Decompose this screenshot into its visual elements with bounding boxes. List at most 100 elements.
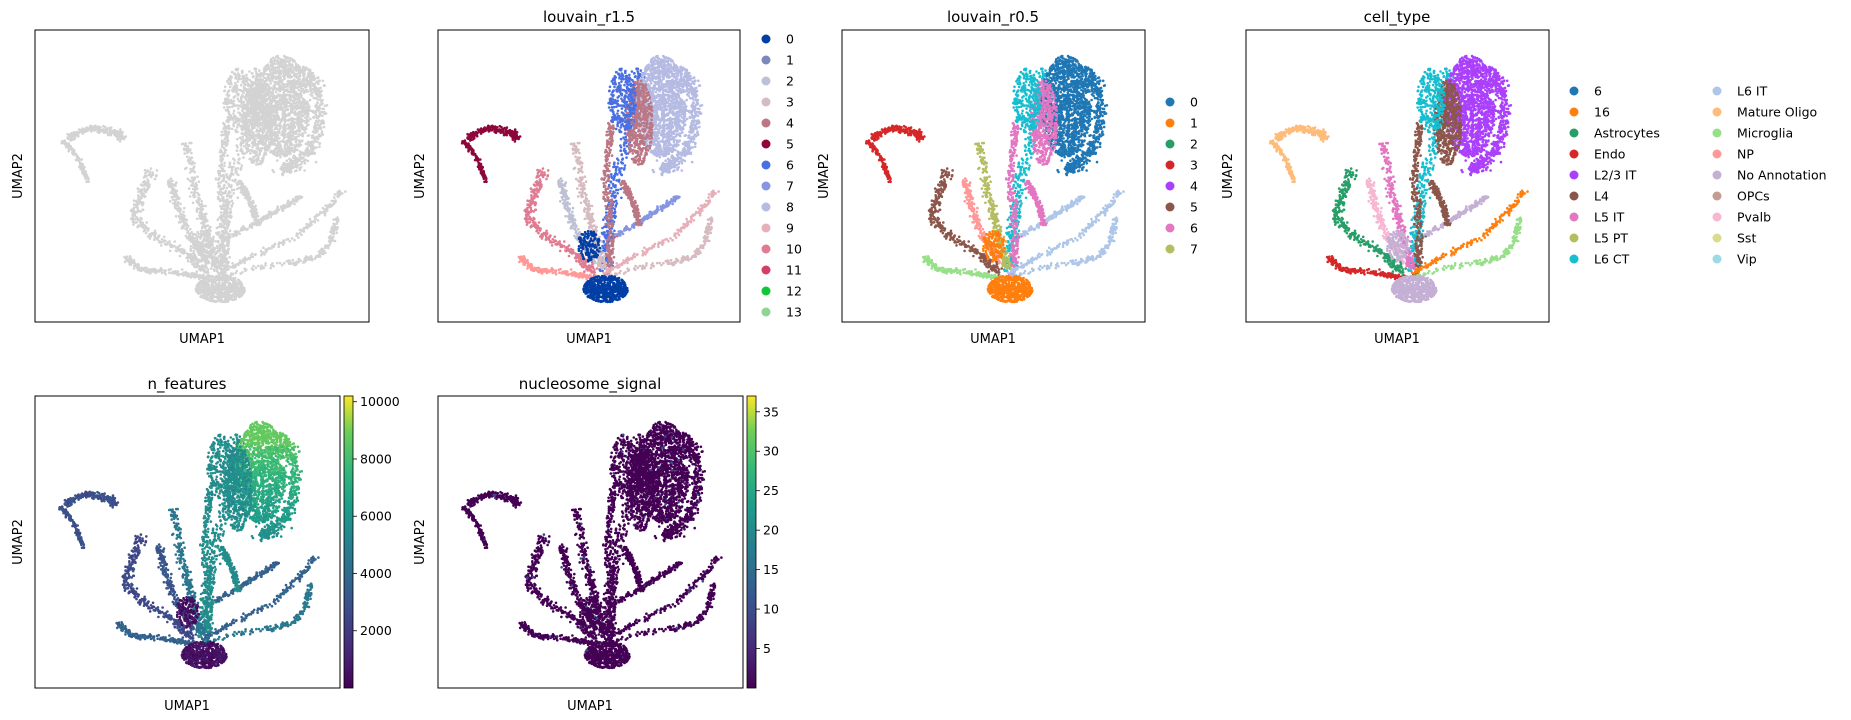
- data-point: [320, 103, 323, 106]
- data-point: [306, 106, 309, 109]
- data-point: [229, 163, 232, 166]
- data-point: [71, 151, 74, 154]
- data-point: [261, 161, 264, 164]
- data-point: [224, 192, 227, 195]
- data-point: [222, 127, 225, 130]
- data-point: [242, 227, 245, 230]
- data-point: [223, 267, 226, 270]
- data-point: [118, 136, 121, 139]
- data-point: [181, 143, 184, 146]
- data-point: [139, 189, 142, 192]
- data-point: [318, 124, 321, 127]
- data-point: [297, 159, 300, 162]
- data-point: [185, 167, 188, 170]
- data-point: [222, 192, 225, 195]
- data-point: [294, 170, 297, 173]
- data-point: [186, 232, 189, 235]
- data-point: [324, 212, 327, 215]
- data-point: [303, 169, 306, 172]
- data-point: [87, 181, 90, 184]
- data-point: [298, 124, 301, 127]
- data-point: [287, 108, 290, 111]
- data-point: [222, 226, 225, 229]
- data-point: [97, 125, 100, 128]
- data-point: [291, 82, 294, 85]
- data-point: [183, 152, 186, 155]
- data-point: [218, 226, 221, 229]
- data-point: [278, 132, 281, 135]
- data-point: [229, 185, 232, 188]
- data-point: [154, 230, 157, 233]
- data-point: [275, 100, 278, 103]
- data-point: [106, 130, 109, 133]
- data-point: [161, 238, 164, 241]
- data-point: [189, 228, 192, 231]
- data-point: [285, 70, 288, 73]
- data-point: [226, 198, 229, 201]
- data-point: [276, 111, 279, 114]
- data-point: [275, 105, 278, 108]
- data-point: [223, 247, 226, 250]
- data-point: [282, 127, 285, 130]
- data-point: [78, 158, 81, 161]
- data-point: [217, 172, 220, 175]
- data-point: [132, 223, 135, 226]
- data-point: [266, 73, 269, 76]
- data-point: [188, 236, 191, 239]
- data-point: [140, 223, 143, 226]
- data-point: [274, 62, 277, 65]
- data-point: [287, 166, 290, 169]
- data-point: [239, 182, 242, 185]
- data-point: [226, 187, 229, 190]
- data-point: [181, 268, 184, 271]
- data-point: [219, 190, 222, 193]
- data-point: [263, 112, 266, 115]
- data-point: [231, 166, 234, 169]
- data-point: [316, 77, 319, 80]
- data-point: [337, 220, 340, 223]
- data-point: [210, 267, 213, 270]
- data-point: [223, 238, 226, 241]
- data-point: [219, 205, 222, 208]
- data-point: [69, 139, 72, 142]
- data-point: [150, 268, 153, 271]
- data-point: [270, 264, 273, 267]
- data-point: [229, 177, 232, 180]
- data-point: [190, 152, 193, 155]
- data-point: [295, 198, 298, 201]
- data-point: [200, 200, 203, 203]
- data-point: [220, 234, 223, 237]
- data-point: [274, 123, 277, 126]
- data-point: [314, 132, 317, 135]
- data-point: [255, 75, 258, 78]
- data-point: [260, 250, 263, 253]
- data-point: [300, 234, 303, 237]
- data-point: [268, 147, 271, 150]
- data-point: [215, 177, 218, 180]
- data-point: [163, 239, 166, 242]
- data-point: [330, 230, 333, 233]
- data-point: [156, 269, 159, 272]
- data-point: [292, 60, 295, 63]
- data-point: [235, 234, 238, 237]
- data-point: [300, 85, 303, 88]
- data-point: [163, 236, 166, 239]
- data-point: [191, 263, 194, 266]
- data-point: [283, 170, 286, 173]
- data-point: [201, 213, 204, 216]
- data-point: [271, 150, 274, 153]
- data-point: [324, 214, 327, 217]
- data-point: [166, 241, 169, 244]
- data-point: [272, 171, 275, 174]
- data-point: [221, 242, 224, 245]
- data-point: [282, 205, 285, 208]
- data-point: [190, 184, 193, 187]
- data-point: [220, 258, 223, 261]
- data-point: [222, 219, 225, 222]
- data-point: [312, 111, 315, 114]
- data-point: [188, 149, 191, 152]
- data-point: [164, 243, 167, 246]
- data-point: [231, 273, 234, 276]
- data-point: [323, 126, 326, 129]
- data-point: [163, 271, 166, 274]
